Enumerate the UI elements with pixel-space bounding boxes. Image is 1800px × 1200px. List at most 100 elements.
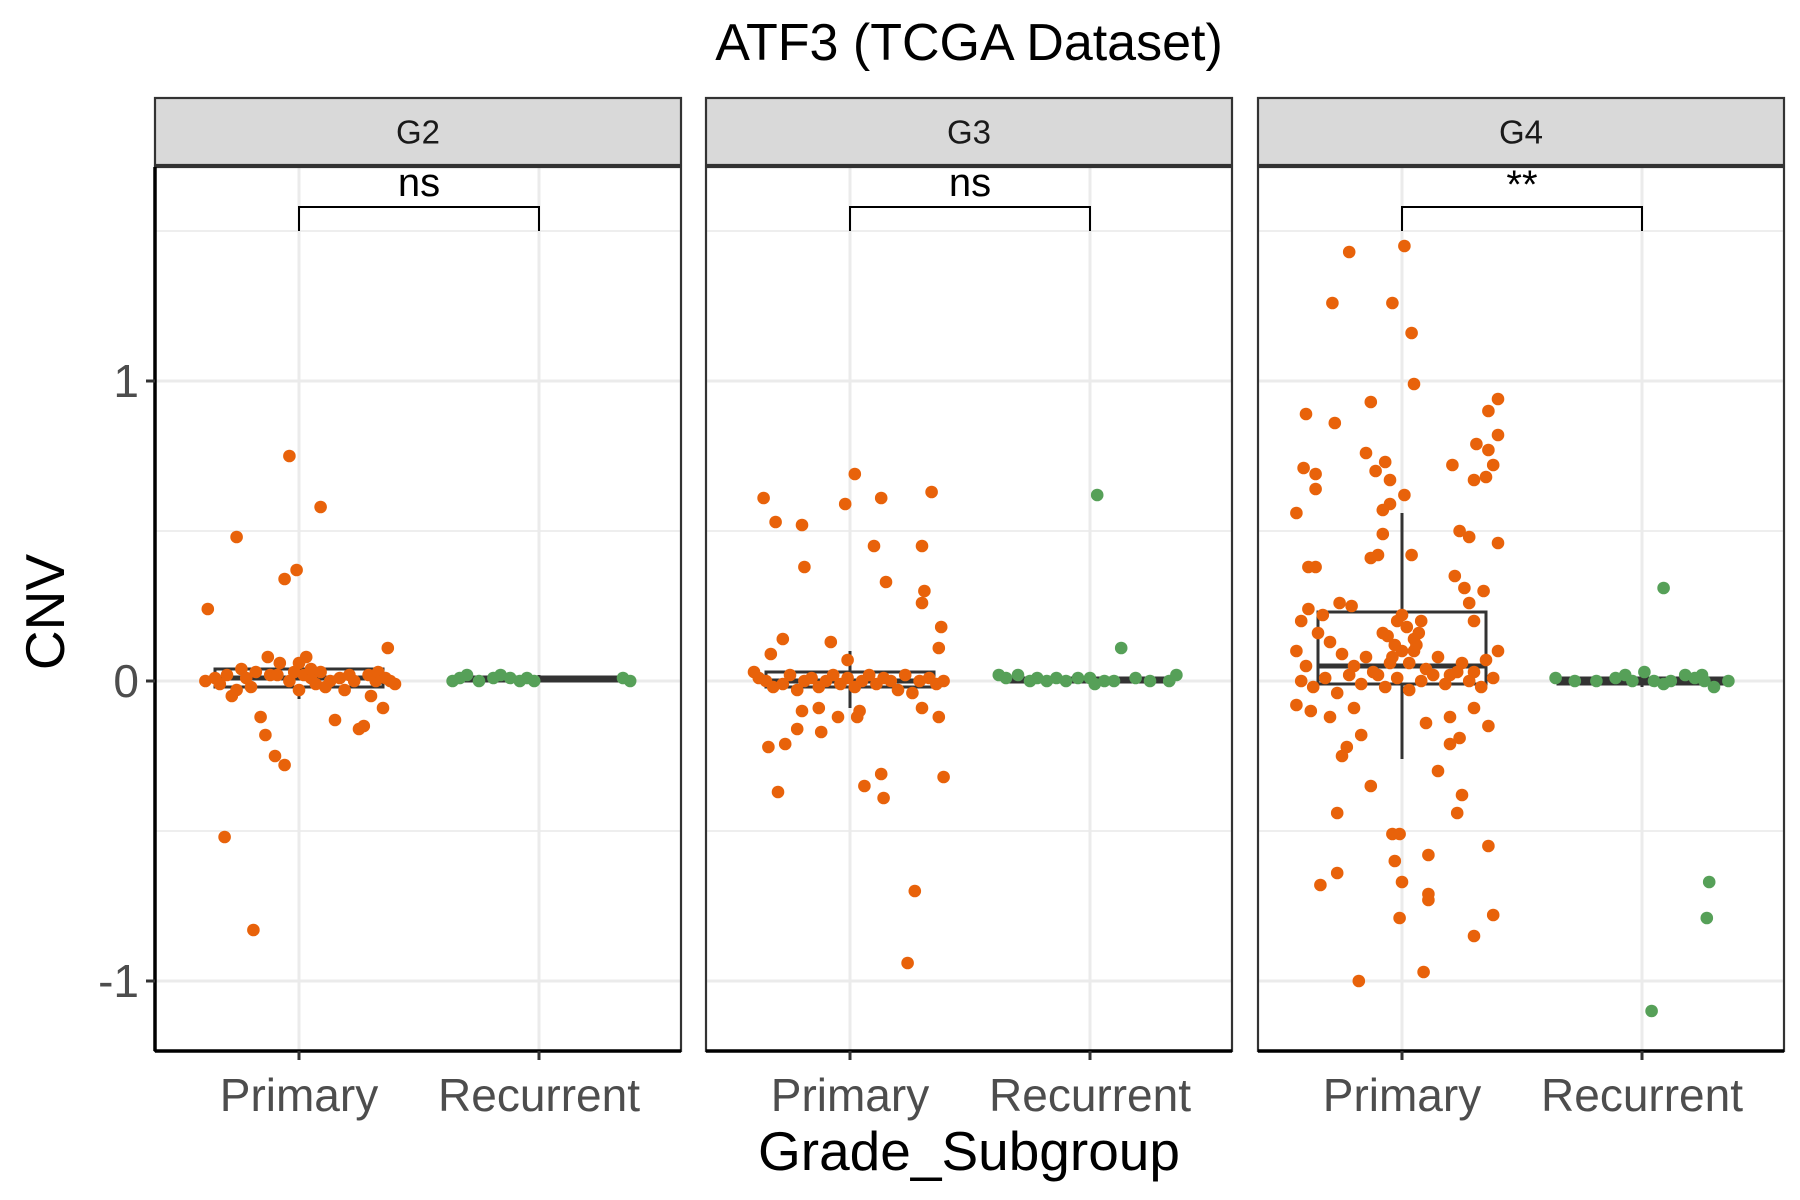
data-point xyxy=(1419,716,1433,730)
data-point xyxy=(259,728,272,742)
data-point xyxy=(1330,866,1344,880)
data-point xyxy=(858,779,871,793)
data-point xyxy=(1431,650,1445,664)
data-point xyxy=(1290,506,1303,520)
data-point xyxy=(891,683,905,697)
data-point xyxy=(1306,680,1320,694)
data-point xyxy=(1302,560,1315,574)
facet-strip xyxy=(153,96,683,167)
data-point xyxy=(1426,668,1440,682)
data-point xyxy=(814,725,828,739)
data-point xyxy=(1369,464,1382,478)
data-point xyxy=(1393,827,1406,841)
data-point xyxy=(213,677,227,691)
data-point xyxy=(1462,674,1476,688)
data-point xyxy=(915,596,929,610)
data-point xyxy=(1309,482,1322,496)
panel-background xyxy=(1258,167,1784,1051)
data-point xyxy=(1294,674,1308,688)
data-point xyxy=(1129,671,1142,685)
data-point xyxy=(1316,608,1330,622)
data-point xyxy=(1638,665,1651,679)
data-point xyxy=(932,641,946,655)
data-point xyxy=(244,680,258,694)
facet-strip xyxy=(704,96,1234,167)
facet-strip-label: G2 xyxy=(396,114,440,151)
data-point xyxy=(1390,671,1404,685)
chart-title: ATF3 (TCGA Dataset) xyxy=(715,14,1223,72)
data-point xyxy=(1446,458,1459,472)
group-primary xyxy=(199,449,402,937)
significance-label: ns xyxy=(398,161,440,205)
data-point xyxy=(1364,779,1378,793)
data-point xyxy=(1453,731,1466,745)
data-point xyxy=(1333,596,1346,610)
data-point xyxy=(1330,686,1344,700)
data-point xyxy=(201,602,215,616)
data-point xyxy=(273,656,287,670)
data-point xyxy=(1470,437,1483,451)
data-point xyxy=(527,674,541,688)
data-point xyxy=(1294,614,1308,628)
data-point xyxy=(1299,407,1313,421)
data-point xyxy=(1474,680,1488,694)
data-point xyxy=(1114,641,1128,655)
data-point xyxy=(1386,650,1399,664)
data-point xyxy=(778,737,792,751)
data-point xyxy=(1448,569,1462,583)
data-point xyxy=(937,674,950,688)
data-point xyxy=(1302,602,1315,616)
data-point xyxy=(877,791,890,805)
data-point xyxy=(1467,614,1481,628)
data-point xyxy=(867,539,881,553)
data-point xyxy=(932,710,946,724)
data-point xyxy=(1290,644,1303,658)
data-point xyxy=(347,674,361,688)
x-tick-label: Primary xyxy=(1323,1069,1481,1121)
data-point xyxy=(247,923,260,937)
data-point xyxy=(1090,488,1104,502)
data-point xyxy=(913,674,926,688)
data-point xyxy=(1071,671,1085,685)
data-point xyxy=(812,701,826,715)
data-point xyxy=(1722,674,1735,688)
facet-panel-g4: G4 ** Primary Recurrent xyxy=(1256,96,1786,1121)
data-point xyxy=(925,485,938,499)
data-point xyxy=(381,641,395,655)
data-point xyxy=(1342,245,1356,259)
data-point xyxy=(338,683,351,697)
data-point xyxy=(1450,665,1464,679)
data-point xyxy=(1359,446,1373,460)
data-point xyxy=(1482,404,1495,418)
y-axis-title: CNV xyxy=(14,554,76,670)
data-point xyxy=(1678,668,1692,682)
data-point xyxy=(376,701,390,715)
data-point xyxy=(1364,395,1378,409)
data-point xyxy=(1376,626,1390,640)
data-point xyxy=(1467,929,1481,943)
data-point xyxy=(1398,488,1411,502)
data-point xyxy=(874,491,888,505)
data-point xyxy=(283,449,296,463)
data-point xyxy=(1354,728,1368,742)
group-recurrent xyxy=(992,488,1183,691)
data-point xyxy=(766,680,780,694)
data-point xyxy=(776,677,790,691)
data-point xyxy=(304,662,318,676)
data-point xyxy=(1455,788,1469,802)
data-point xyxy=(898,668,912,682)
data-point xyxy=(1482,839,1495,853)
data-point xyxy=(1143,674,1157,688)
data-point xyxy=(934,620,948,634)
data-point xyxy=(1107,674,1121,688)
significance-label: ns xyxy=(949,161,991,205)
data-point xyxy=(1458,581,1471,595)
data-point xyxy=(1088,677,1102,691)
data-point xyxy=(795,518,809,532)
data-point xyxy=(1414,614,1428,628)
data-point xyxy=(1479,653,1493,667)
data-point xyxy=(1486,908,1500,922)
data-point xyxy=(1412,626,1426,640)
data-point xyxy=(848,467,862,481)
